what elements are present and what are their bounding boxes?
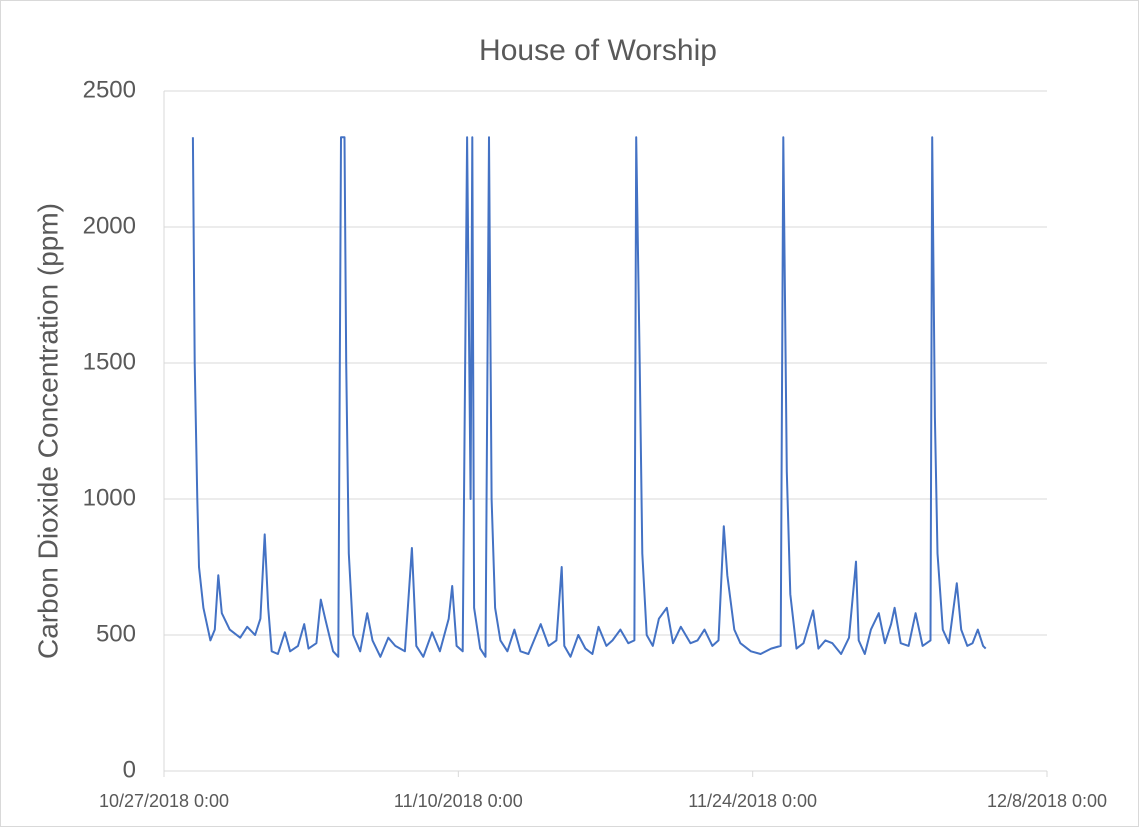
y-axis-title: Carbon Dioxide Concentration (ppm) xyxy=(32,203,63,659)
y-tick-label: 2000 xyxy=(83,212,136,239)
x-tick-label: 12/8/2018 0:00 xyxy=(987,791,1107,811)
chart-title: House of Worship xyxy=(479,34,717,67)
x-tick-label: 11/24/2018 0:00 xyxy=(688,791,817,811)
x-tick-label: 11/10/2018 0:00 xyxy=(394,791,523,811)
data-line xyxy=(191,136,987,658)
y-tick-label: 500 xyxy=(96,620,136,647)
x-tick-label: 10/27/2018 0:00 xyxy=(99,791,229,811)
y-tick-label: 2500 xyxy=(83,76,136,103)
y-tick-label: 1500 xyxy=(83,348,136,375)
y-tick-label: 1000 xyxy=(83,484,136,511)
y-tick-label: 0 xyxy=(123,756,136,783)
